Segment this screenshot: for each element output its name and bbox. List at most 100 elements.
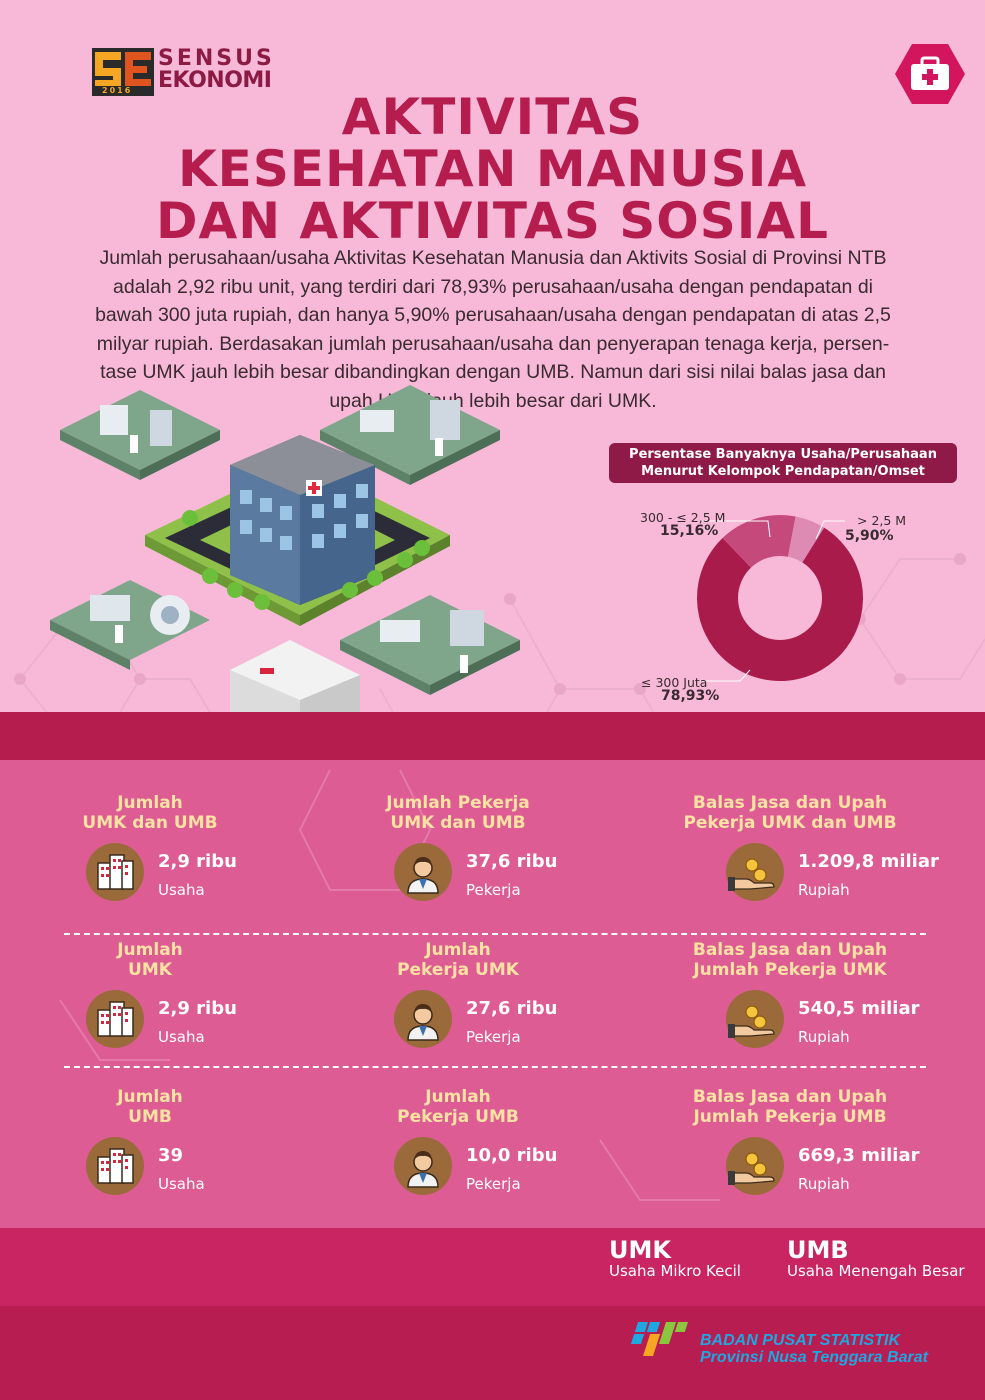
- stats-section: [0, 760, 985, 1228]
- pie-chart-title: Persentase Banyaknya Usaha/Perusahaan Me…: [609, 443, 957, 483]
- pie-value-low: 78,93%: [661, 688, 720, 704]
- stat-card: Jumlah UMK dan UMB 2,9 ribu Usaha: [0, 793, 300, 923]
- pie-label-high: > 2,5 M: [857, 513, 907, 528]
- pie-label-low: ≤ 300 Juta: [641, 675, 708, 690]
- title-line-2: KESEHATAN MANUSIA: [177, 140, 808, 198]
- stat-value: 37,6 ribu: [466, 851, 558, 872]
- stat-heading-line-2: UMK: [128, 960, 172, 980]
- stat-unit: Usaha: [158, 881, 205, 899]
- legend-umk-full: Usaha Mikro Kecil: [609, 1262, 741, 1280]
- stat-heading-line-2: Pekerja UMK: [397, 960, 519, 980]
- hexagon-network-background: [14, 553, 985, 712]
- stat-heading-line-1: Jumlah Pekerja: [386, 793, 530, 813]
- row-divider: [64, 1066, 926, 1068]
- header-section: SENSUS EKONOMI 2016 AKTIVITAS KESEHATAN …: [14, 44, 985, 712]
- stat-card: Jumlah Pekerja UMK 27,6 ribu Pekerja: [308, 940, 608, 1070]
- stat-card: Jumlah Pekerja UMB 10,0 ribu Pekerja: [308, 1087, 608, 1217]
- pie-slice: [722, 515, 796, 568]
- coins-hand-icon: [726, 843, 784, 901]
- hexagon-network-background: [59, 769, 720, 1201]
- coins-hand-icon: [726, 1137, 784, 1195]
- intro-line: adalah 2,92 ribu unit, yang terdiri dari…: [113, 275, 873, 298]
- se-logo-mark-icon: [92, 48, 154, 96]
- building-icon: [86, 990, 144, 1048]
- stat-heading: Jumlah UMB: [0, 1087, 300, 1127]
- stat-heading-line-1: Jumlah: [425, 940, 491, 960]
- intro-line: bawah 300 juta rupiah, dan hanya 5,90% p…: [95, 304, 891, 326]
- stat-unit: Rupiah: [798, 881, 850, 899]
- stat-value: 39: [158, 1145, 184, 1166]
- stat-heading-line-2: UMK dan UMB: [82, 813, 218, 833]
- intro-line: Jumlah perusahaan/usaha Aktivitas Keseha…: [99, 247, 887, 269]
- stat-heading-line-1: Jumlah: [117, 1087, 183, 1107]
- stat-heading: Jumlah UMK: [0, 940, 300, 980]
- stat-heading-line-1: Jumlah: [117, 940, 183, 960]
- worker-icon: [394, 843, 452, 901]
- row-divider: [64, 933, 926, 935]
- pie-value-high: 5,90%: [845, 528, 894, 544]
- footer: [0, 1306, 985, 1400]
- stat-card: Jumlah UMK 2,9 ribu Usaha: [0, 940, 300, 1070]
- stat-value: 669,3 miliar: [798, 1145, 920, 1166]
- stat-heading-line-1: Jumlah: [117, 793, 183, 813]
- stat-value: 10,0 ribu: [466, 1145, 558, 1166]
- stat-heading-line-1: Balas Jasa dan Upah: [692, 793, 888, 813]
- legend-umb-abbr: UMB: [787, 1236, 849, 1264]
- pie-title-line-2: Menurut Kelompok Pendapatan/Omset: [641, 464, 925, 479]
- stat-heading: Balas Jasa dan Upah Pekerja UMK dan UMB: [640, 793, 940, 833]
- stat-value: 1.209,8 miliar: [798, 851, 939, 872]
- stat-card: Balas Jasa dan Upah Jumlah Pekerja UMK 540…: [640, 940, 940, 1070]
- sensus-ekonomi-logo: SENSUS EKONOMI 2016: [92, 46, 302, 100]
- logo-line-2: EKONOMI: [158, 68, 272, 93]
- stat-heading-line-1: Jumlah: [425, 1087, 491, 1107]
- legend-band: [0, 1228, 985, 1306]
- stats-top-band: [0, 712, 985, 760]
- coins-hand-icon: [726, 990, 784, 1048]
- stat-value: 27,6 ribu: [466, 998, 558, 1019]
- stat-heading-line-2: UMK dan UMB: [390, 813, 526, 833]
- stat-heading-line-2: UMB: [128, 1107, 172, 1127]
- stat-heading: Jumlah Pekerja UMK dan UMB: [308, 793, 608, 833]
- stat-heading: Balas Jasa dan Upah Jumlah Pekerja UMK: [640, 940, 940, 980]
- title-line-1: AKTIVITAS: [341, 88, 644, 146]
- stat-unit: Usaha: [158, 1175, 205, 1193]
- building-icon: [86, 843, 144, 901]
- stat-unit: Pekerja: [466, 881, 521, 899]
- stat-card: Balas Jasa dan Upah Pekerja UMK dan UMB 1.…: [640, 793, 940, 923]
- legend-umb-full: Usaha Menengah Besar: [787, 1262, 965, 1280]
- stat-unit: Usaha: [158, 1028, 205, 1046]
- stat-unit: Pekerja: [466, 1028, 521, 1046]
- donut-chart: [697, 515, 863, 682]
- worker-icon: [394, 1137, 452, 1195]
- hospital-illustration: [50, 385, 520, 712]
- pie-slice: [787, 516, 825, 563]
- first-aid-kit-icon: [895, 44, 965, 104]
- legend-umk-abbr: UMK: [609, 1236, 671, 1264]
- worker-icon: [394, 990, 452, 1048]
- stat-heading-line-2: Jumlah Pekerja UMB: [693, 1107, 887, 1127]
- pie-label-mid: 300 - ≤ 2,5 M: [640, 510, 726, 525]
- stat-value: 2,9 ribu: [158, 998, 237, 1019]
- logo-line-1: SENSUS: [158, 46, 275, 71]
- stat-card: Jumlah UMB 39 Usaha: [0, 1087, 300, 1217]
- stat-heading: Jumlah Pekerja UMK: [308, 940, 608, 980]
- logo-year: 2016: [102, 86, 133, 95]
- stat-heading-line-2: Pekerja UMK dan UMB: [683, 813, 897, 833]
- intro-line: milyar rupiah. Berdasakan jumlah perusah…: [96, 332, 890, 355]
- stat-heading: Balas Jasa dan Upah Jumlah Pekerja UMB: [640, 1087, 940, 1127]
- title-line-3: DAN AKTIVITAS SOSIAL: [156, 192, 829, 250]
- stat-card: Jumlah Pekerja UMK dan UMB 37,6 ribu Pekerj…: [308, 793, 608, 923]
- stat-heading-line-1: Balas Jasa dan Upah: [692, 940, 888, 960]
- bps-org-line-2: Provinsi Nusa Tenggara Barat: [700, 1349, 928, 1366]
- bps-org-line-1: BADAN PUSAT STATISTIK: [700, 1332, 900, 1349]
- stat-heading-line-2: Pekerja UMB: [397, 1107, 519, 1127]
- stat-card: Balas Jasa dan Upah Jumlah Pekerja UMB 669…: [640, 1087, 940, 1217]
- stat-heading: Jumlah Pekerja UMB: [308, 1087, 608, 1127]
- stat-value: 2,9 ribu: [158, 851, 237, 872]
- stat-heading-line-1: Balas Jasa dan Upah: [692, 1087, 888, 1107]
- stat-unit: Rupiah: [798, 1175, 850, 1193]
- stat-heading: Jumlah UMK dan UMB: [0, 793, 300, 833]
- intro-line: tase UMK jauh lebih besar dibandingkan d…: [100, 361, 886, 383]
- pie-slice: [697, 527, 863, 681]
- stat-heading-line-2: Jumlah Pekerja UMK: [693, 960, 887, 980]
